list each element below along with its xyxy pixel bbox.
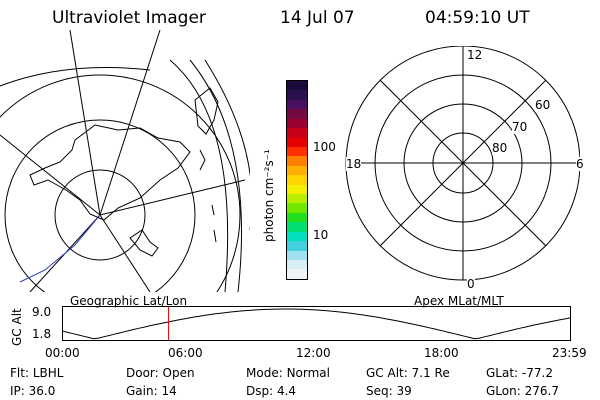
colorbar-band [287, 260, 307, 270]
mlt-label-6: 6 [576, 157, 584, 171]
mlt-label-18: 18 [346, 157, 362, 171]
strip-ylabel: GC Alt [10, 308, 24, 346]
colorbar-band [287, 128, 307, 138]
time-label: 04:59:10 UT [425, 8, 530, 28]
strip-xtick-0000: 00:00 [45, 346, 80, 360]
info-glat: GLat: -77.2 [486, 366, 553, 380]
mlat-label-60: 60 [535, 98, 551, 112]
info-ip: IP: 36.0 [10, 384, 56, 398]
mlt-label-12: 12 [467, 48, 483, 62]
info-flt: Flt: LBHL [10, 366, 64, 380]
colorbar-band [287, 175, 307, 185]
mlat-mlt-dial [345, 46, 580, 281]
colorbar-band [287, 212, 307, 223]
info-glon: GLon: 276.7 [486, 384, 559, 398]
colorbar-band [287, 165, 307, 176]
colorbar-band [287, 118, 307, 129]
info-seq: Seq: 39 [366, 384, 412, 398]
geographic-map [0, 30, 250, 292]
colorbar-tick-10: 10 [313, 228, 329, 242]
colorbar-tick-100: 100 [313, 140, 336, 154]
colorbar-band [287, 90, 307, 100]
mlt-label-0: 0 [467, 277, 475, 291]
instrument-title: Ultraviolet Imager [52, 8, 206, 28]
apex-label: Apex MLat/MLT [414, 294, 504, 308]
mlat-label-70: 70 [512, 120, 528, 134]
colorbar-band [287, 222, 307, 232]
colorbar-band [287, 241, 307, 251]
date-label: 14 Jul 07 [280, 8, 355, 28]
info-door: Door: Open [126, 366, 195, 380]
strip-xtick-1800: 18:00 [424, 346, 459, 360]
colorbar-band [287, 184, 307, 195]
colorbar-band [287, 99, 307, 110]
colorbar-band [287, 194, 307, 204]
colorbar-band [287, 81, 307, 91]
geographic-label: Geographic Lat/Lon [70, 294, 188, 308]
info-dsp: Dsp: 4.4 [246, 384, 297, 398]
altitude-strip-plot [62, 306, 572, 341]
colorbar-band [287, 146, 307, 157]
info-gain: Gain: 14 [126, 384, 177, 398]
strip-xtick-1200: 12:00 [296, 346, 331, 360]
colorbar-band [287, 137, 307, 147]
colorbar-band [287, 203, 307, 213]
strip-ytick-1: 1.8 [32, 327, 52, 341]
strip-ytick-9: 9.0 [32, 305, 52, 319]
colorbar-band [287, 269, 307, 279]
colorbar-unit-label: photon cm⁻²s⁻¹ [262, 149, 276, 242]
colorbar-band [287, 156, 307, 166]
colorbar-band [287, 231, 307, 242]
colorbar-band [287, 250, 307, 261]
info-gc-alt: GC Alt: 7.1 Re [366, 366, 450, 380]
strip-xtick-2359: 23:59 [552, 346, 587, 360]
mlat-label-80: 80 [492, 141, 508, 155]
info-mode: Mode: Normal [246, 366, 330, 380]
colorbar [286, 80, 308, 280]
strip-xtick-0600: 06:00 [168, 346, 203, 360]
colorbar-band [287, 109, 307, 119]
